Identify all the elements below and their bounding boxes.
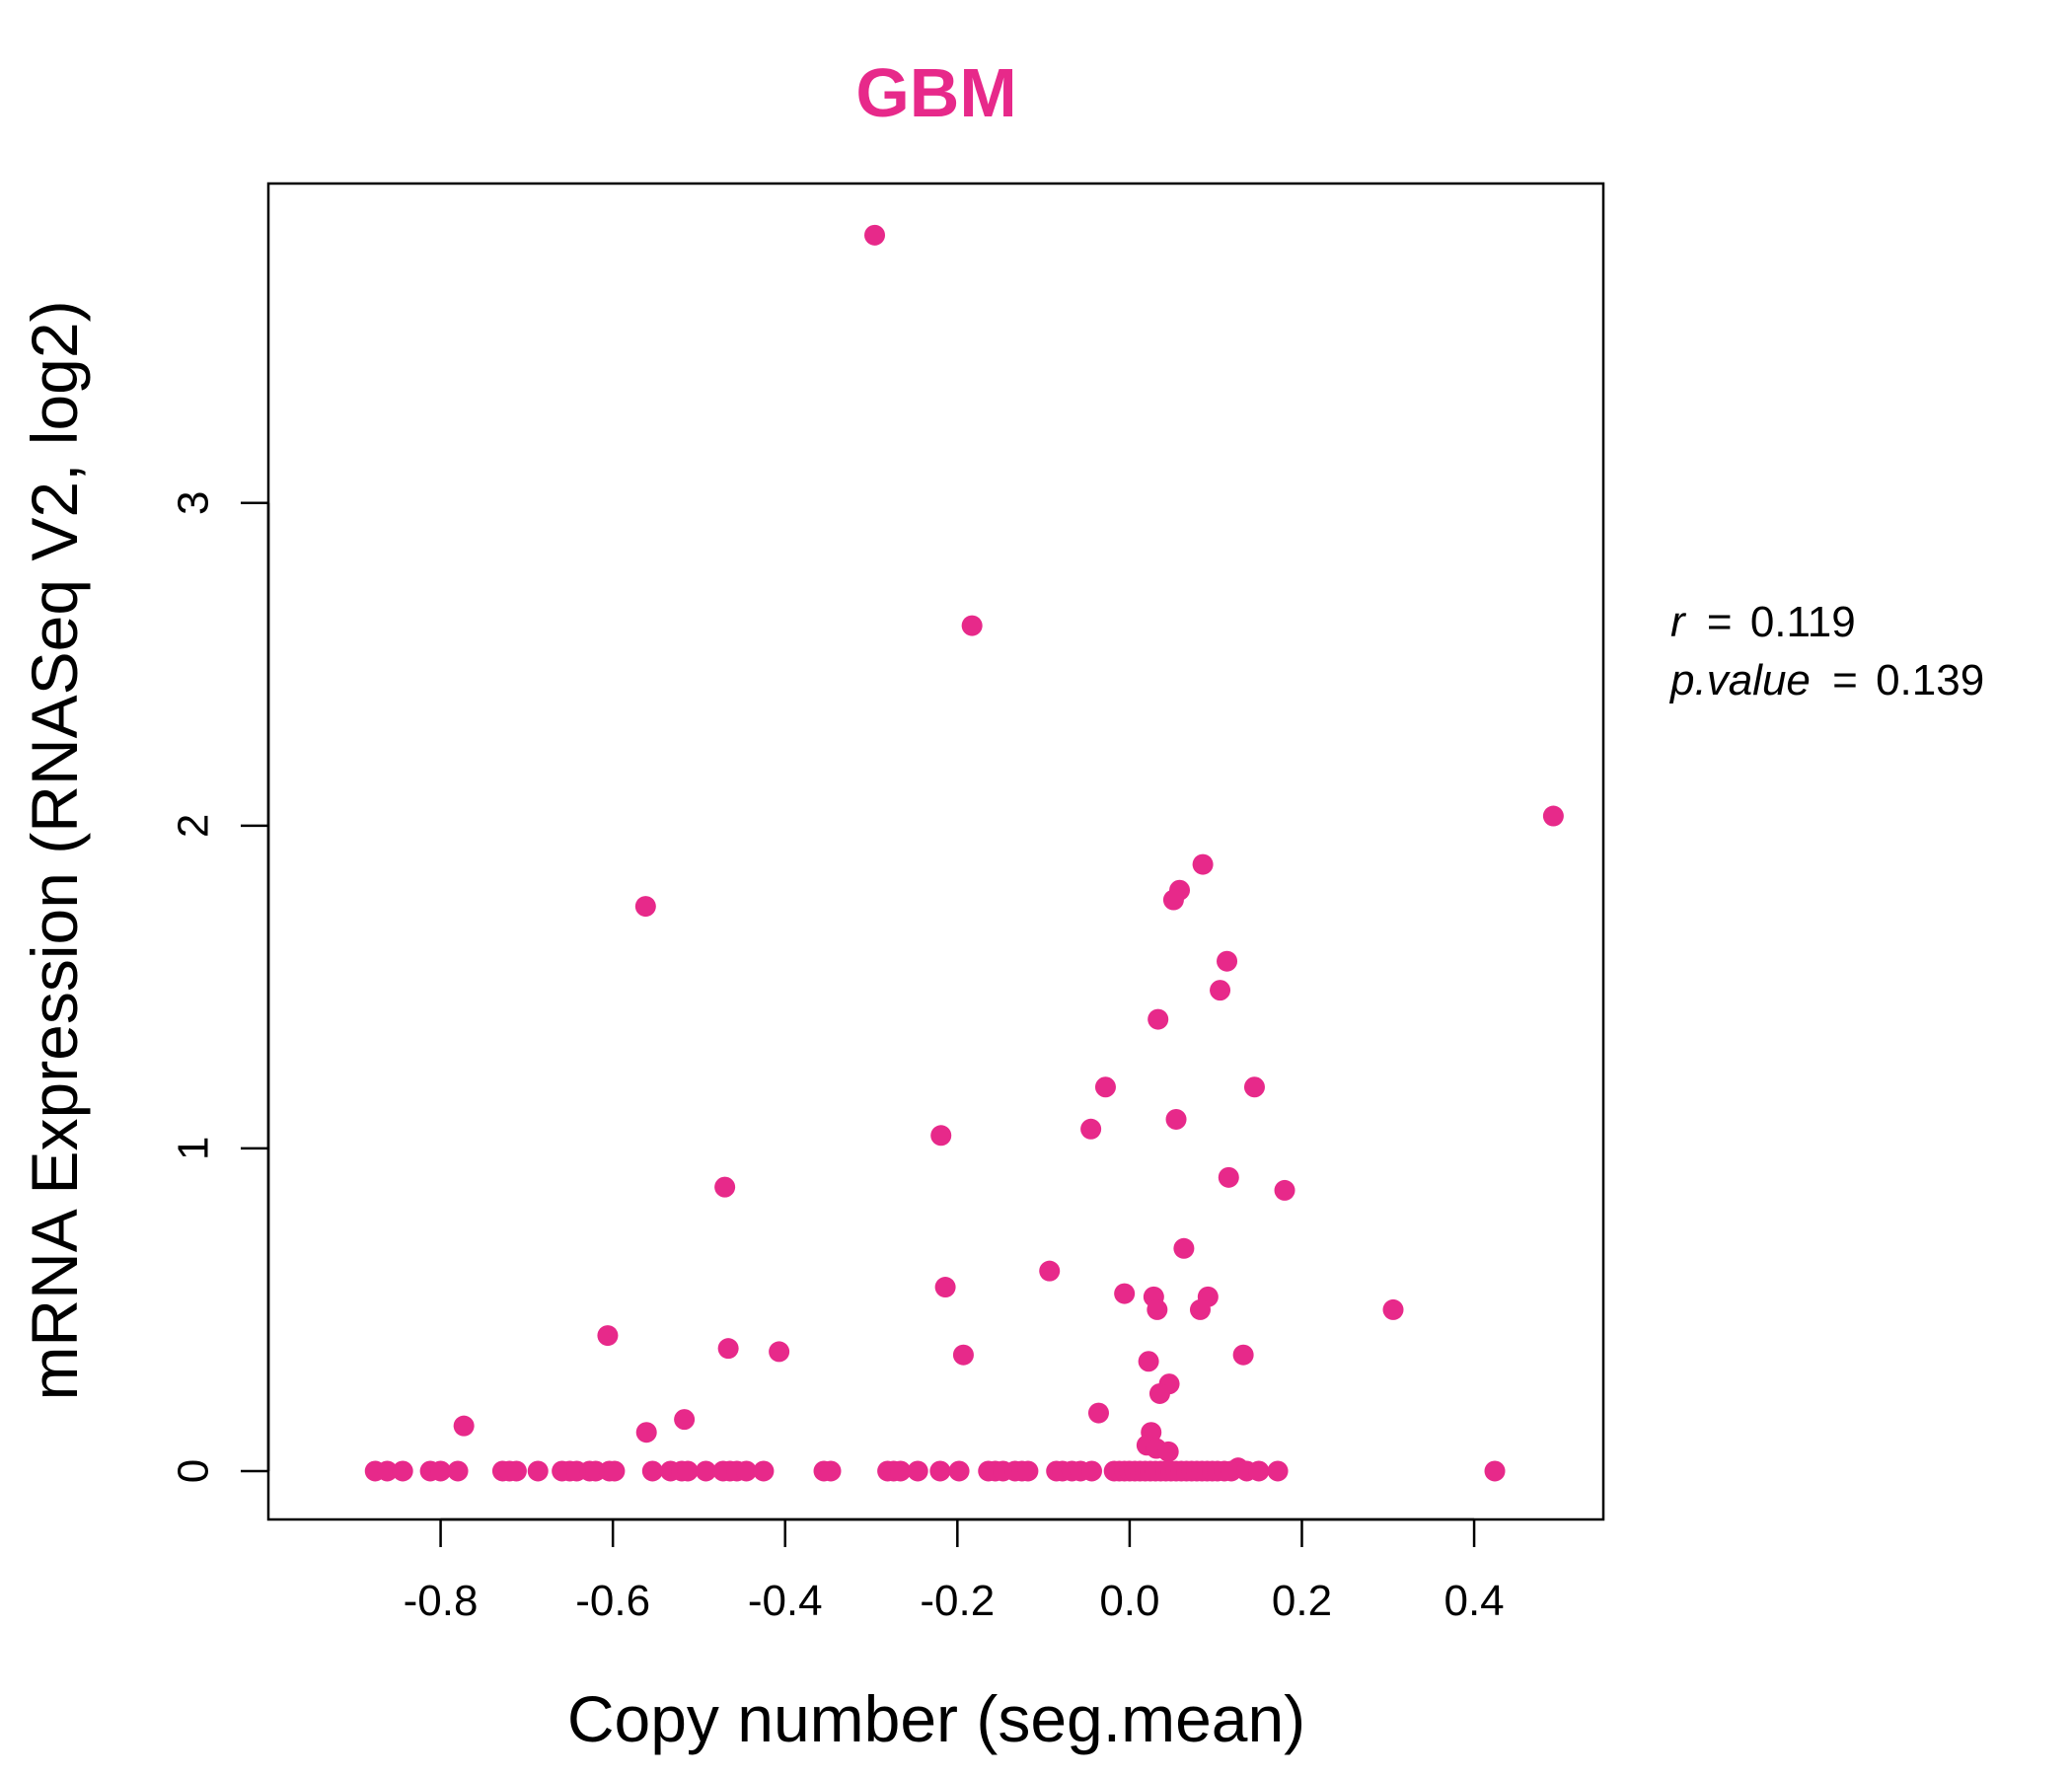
data-point (1147, 1008, 1169, 1030)
data-point (735, 1460, 757, 1482)
p-annotation: p.value = 0.139 (1668, 656, 1984, 704)
data-point (1189, 1298, 1211, 1320)
data-point (641, 1460, 663, 1482)
data-point (604, 1460, 626, 1482)
y-tick-label: 0 (170, 1459, 218, 1483)
data-point (1274, 1179, 1295, 1201)
data-point (1173, 1237, 1195, 1259)
data-point (820, 1460, 842, 1482)
data-point (753, 1460, 775, 1482)
data-point (1017, 1460, 1039, 1482)
data-point (1162, 889, 1184, 911)
chart-title: GBM (855, 54, 1016, 131)
data-point (447, 1460, 469, 1482)
data-point (1114, 1283, 1136, 1304)
data-point (392, 1460, 413, 1482)
data-point (907, 1460, 928, 1482)
points-layer (364, 224, 1564, 1482)
data-point (929, 1460, 951, 1482)
data-point (1138, 1351, 1159, 1372)
data-point (1217, 950, 1238, 972)
y-tick-label: 2 (170, 814, 218, 838)
data-point (1192, 853, 1214, 875)
x-tick-label: -0.4 (748, 1577, 823, 1625)
data-point (1243, 1076, 1265, 1098)
data-point (769, 1341, 790, 1363)
x-tick-label: -0.6 (575, 1577, 650, 1625)
data-point (376, 1460, 398, 1482)
data-point (1267, 1460, 1289, 1482)
x-tick-label: 0.2 (1272, 1577, 1332, 1625)
data-point (695, 1460, 716, 1482)
data-point (1148, 1382, 1170, 1404)
data-point (527, 1460, 549, 1482)
data-point (1165, 1108, 1187, 1130)
data-point (1218, 1166, 1239, 1188)
y-axis-label: mRNA Expression (RNASeq V2, log2) (18, 300, 91, 1400)
x-tick-label: -0.8 (404, 1577, 479, 1625)
data-point (1484, 1460, 1506, 1482)
p-label: p.value (1668, 656, 1811, 704)
r-annotation: r = 0.119 (1670, 598, 1856, 646)
data-point (430, 1460, 452, 1482)
data-point (1039, 1260, 1061, 1282)
x-axis: -0.8 -0.6 -0.4 -0.2 0.0 0.2 0.4 (404, 1517, 1505, 1625)
x-tick-label: 0.0 (1099, 1577, 1159, 1625)
p-equals: = (1832, 656, 1858, 704)
data-point (1080, 1118, 1102, 1140)
data-point (1210, 980, 1231, 1001)
data-point (1382, 1298, 1404, 1320)
correlation-annotation: r = 0.119 p.value = 0.139 (1668, 598, 1984, 704)
data-point (714, 1176, 736, 1198)
data-point (597, 1325, 619, 1347)
data-point (1232, 1344, 1254, 1366)
x-tick-label: -0.2 (920, 1577, 995, 1625)
y-tick-label: 3 (170, 491, 218, 515)
data-point (1087, 1402, 1109, 1424)
x-tick-label: 0.4 (1443, 1577, 1504, 1625)
data-point (934, 1277, 956, 1298)
data-point (1248, 1460, 1270, 1482)
data-point (1157, 1441, 1179, 1462)
data-point (453, 1415, 475, 1437)
data-point (1542, 805, 1564, 827)
y-axis: 0 1 2 3 (170, 491, 270, 1483)
data-point (1221, 1460, 1242, 1482)
data-point (948, 1460, 970, 1482)
data-point (864, 224, 886, 246)
data-point (634, 896, 656, 918)
p-value: 0.139 (1876, 656, 1984, 704)
r-label: r (1670, 598, 1687, 646)
data-point (674, 1409, 696, 1431)
data-point (890, 1460, 912, 1482)
data-point (961, 615, 983, 636)
data-point (1147, 1298, 1168, 1320)
data-point (930, 1125, 952, 1147)
data-point (952, 1344, 974, 1366)
data-point (635, 1422, 657, 1443)
y-tick-label: 1 (170, 1137, 218, 1160)
x-axis-label: Copy number (seg.mean) (567, 1682, 1305, 1755)
data-point (505, 1460, 527, 1482)
data-point (677, 1460, 699, 1482)
r-value: 0.119 (1750, 598, 1856, 646)
data-point (1080, 1460, 1102, 1482)
r-equals: = (1707, 598, 1733, 646)
data-point (1094, 1076, 1116, 1098)
data-point (717, 1338, 739, 1360)
